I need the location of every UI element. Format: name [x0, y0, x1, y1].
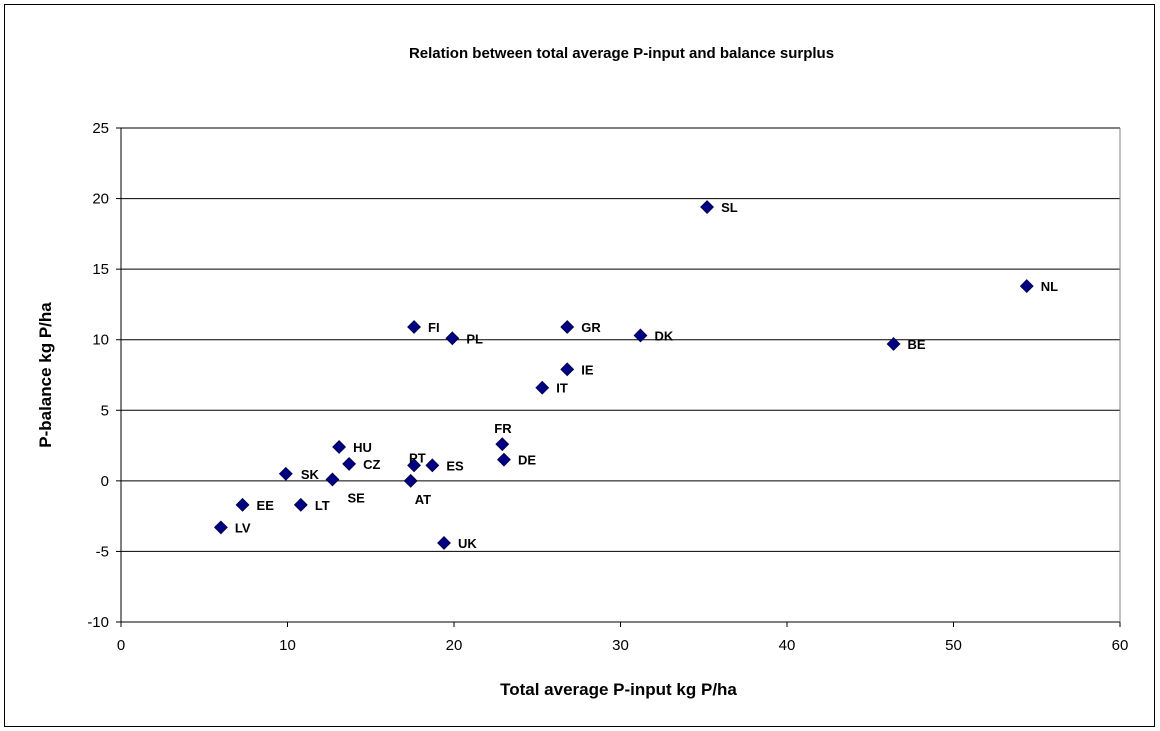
- data-point-lv: [213, 520, 228, 535]
- x-tick-label: 60: [1112, 637, 1129, 654]
- data-points: SL NL FI GR DK PL BE IE IT FR HU DE CZ PT ES SK SE AT EE LT…: [213, 200, 1058, 551]
- data-label-at: AT: [415, 492, 431, 507]
- y-tick-label: -10: [87, 614, 109, 631]
- data-point-pl: [445, 331, 460, 346]
- data-point-dk: [633, 328, 648, 343]
- data-label-gr: GR: [581, 320, 601, 335]
- x-tick-label: 10: [279, 637, 296, 654]
- y-tick-label: 20: [92, 191, 109, 208]
- chart-frame: Relation between total average P-input a…: [4, 4, 1155, 727]
- data-label-sl: SL: [721, 200, 738, 215]
- data-point-sk: [278, 466, 293, 481]
- data-label-de: DE: [518, 453, 536, 468]
- data-point-uk: [437, 536, 451, 550]
- data-point-hu: [332, 440, 347, 454]
- x-tick-label: 40: [779, 637, 796, 654]
- x-tick-label: 50: [945, 637, 962, 654]
- data-label-se: SE: [347, 490, 365, 505]
- y-tick-label: 10: [92, 332, 109, 349]
- data-label-fi: FI: [428, 320, 440, 335]
- data-point-at: [403, 473, 418, 488]
- y-tick-label: -5: [96, 543, 109, 560]
- data-point-fr: [495, 437, 510, 452]
- data-point-ee: [235, 497, 250, 512]
- axes: [116, 127, 1121, 627]
- data-point-pt: [407, 458, 421, 473]
- data-point-lt: [293, 497, 308, 512]
- y-tick-label: 25: [92, 120, 109, 137]
- y-tick-label: 0: [101, 473, 109, 490]
- data-label-hu: HU: [353, 440, 372, 455]
- data-label-be: BE: [908, 337, 926, 352]
- data-point-es: [425, 458, 440, 473]
- data-point-be: [886, 337, 901, 351]
- data-label-sk: SK: [301, 467, 320, 482]
- chart-title: Relation between total average P-input a…: [409, 45, 834, 62]
- x-tick-label: 30: [612, 637, 629, 654]
- data-point-gr: [560, 320, 575, 334]
- data-label-es: ES: [446, 458, 464, 473]
- data-label-it: IT: [556, 381, 568, 396]
- data-label-ie: IE: [581, 362, 594, 377]
- x-tick-label: 0: [117, 637, 125, 654]
- data-point-ie: [560, 362, 575, 377]
- data-point-de: [497, 452, 511, 467]
- data-point-sl: [700, 200, 715, 214]
- data-point-nl: [1019, 279, 1034, 294]
- data-point-fi: [407, 320, 421, 334]
- y-axis-title: P-balance kg P/ha: [36, 302, 55, 448]
- data-label-pl: PL: [466, 331, 483, 346]
- data-label-lv: LV: [235, 520, 251, 535]
- data-label-fr: FR: [494, 421, 512, 436]
- data-point-cz: [342, 456, 357, 471]
- tick-labels: -10 -5 0 5 10 15 20 25 0 10 20 30 40 50 60: [87, 120, 1128, 654]
- x-axis-title: Total average P-input kg P/ha: [500, 680, 737, 699]
- data-label-nl: NL: [1041, 279, 1058, 294]
- scatter-chart: Relation between total average P-input a…: [36, 45, 1128, 699]
- gridlines: [121, 127, 1120, 552]
- data-label-ee: EE: [257, 498, 275, 513]
- data-label-lt: LT: [315, 498, 330, 513]
- y-tick-label: 15: [92, 261, 109, 278]
- data-point-it: [535, 380, 550, 395]
- y-tick-label: 5: [101, 402, 109, 419]
- x-tick-label: 20: [446, 637, 463, 654]
- data-label-pt: PT: [409, 450, 426, 465]
- data-label-dk: DK: [654, 328, 673, 343]
- data-label-uk: UK: [458, 536, 477, 551]
- data-label-cz: CZ: [363, 457, 380, 472]
- data-point-se: [325, 472, 340, 487]
